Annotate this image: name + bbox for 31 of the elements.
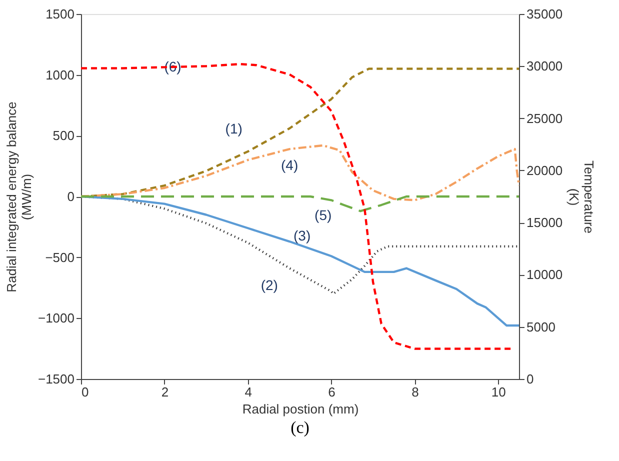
- y2-tick-label: 15000: [526, 215, 563, 230]
- annotation: (4): [281, 157, 298, 174]
- y2-axis-title: Temperature (K): [566, 160, 597, 234]
- y2-tick-label: 25000: [526, 110, 563, 126]
- y-tick-label: 1000: [46, 67, 74, 82]
- y-tick-label: 500: [52, 128, 74, 144]
- text: (c): [290, 418, 310, 437]
- y2-tick-label: 35000: [526, 6, 563, 22]
- annotation: (2): [260, 276, 278, 293]
- y-tick-label: 1500: [46, 6, 74, 22]
- y2-tick-label: 0: [526, 372, 534, 386]
- x-tick-label: 0: [82, 384, 89, 400]
- annotation: (3): [294, 227, 311, 244]
- y2-tick-label: 10000: [526, 267, 563, 282]
- y-axis-title: Radial integrated energy balance (MW/m): [4, 102, 34, 292]
- x-tick-label: 4: [244, 384, 252, 400]
- x-tick-label: 2: [161, 384, 169, 400]
- y2-tick-label: 20000: [526, 162, 563, 178]
- x-axis-title: Radial postion (mm): [242, 402, 359, 416]
- x-tick-label: 10: [491, 384, 506, 400]
- x-tick-label: 8: [412, 384, 419, 400]
- y-tick-label: −500: [45, 250, 74, 265]
- y2-tick-label: 5000: [526, 319, 556, 334]
- y2-tick-label: 30000: [526, 58, 563, 74]
- annotation: (1): [225, 120, 242, 136]
- x-tick-label: 6: [328, 384, 336, 400]
- y-tick-label: −1000: [38, 310, 74, 326]
- y-tick-label: 0: [67, 189, 74, 204]
- y-tick-label: −1500: [38, 372, 74, 386]
- line-series: [80, 62, 512, 350]
- annotation: (5): [314, 206, 332, 223]
